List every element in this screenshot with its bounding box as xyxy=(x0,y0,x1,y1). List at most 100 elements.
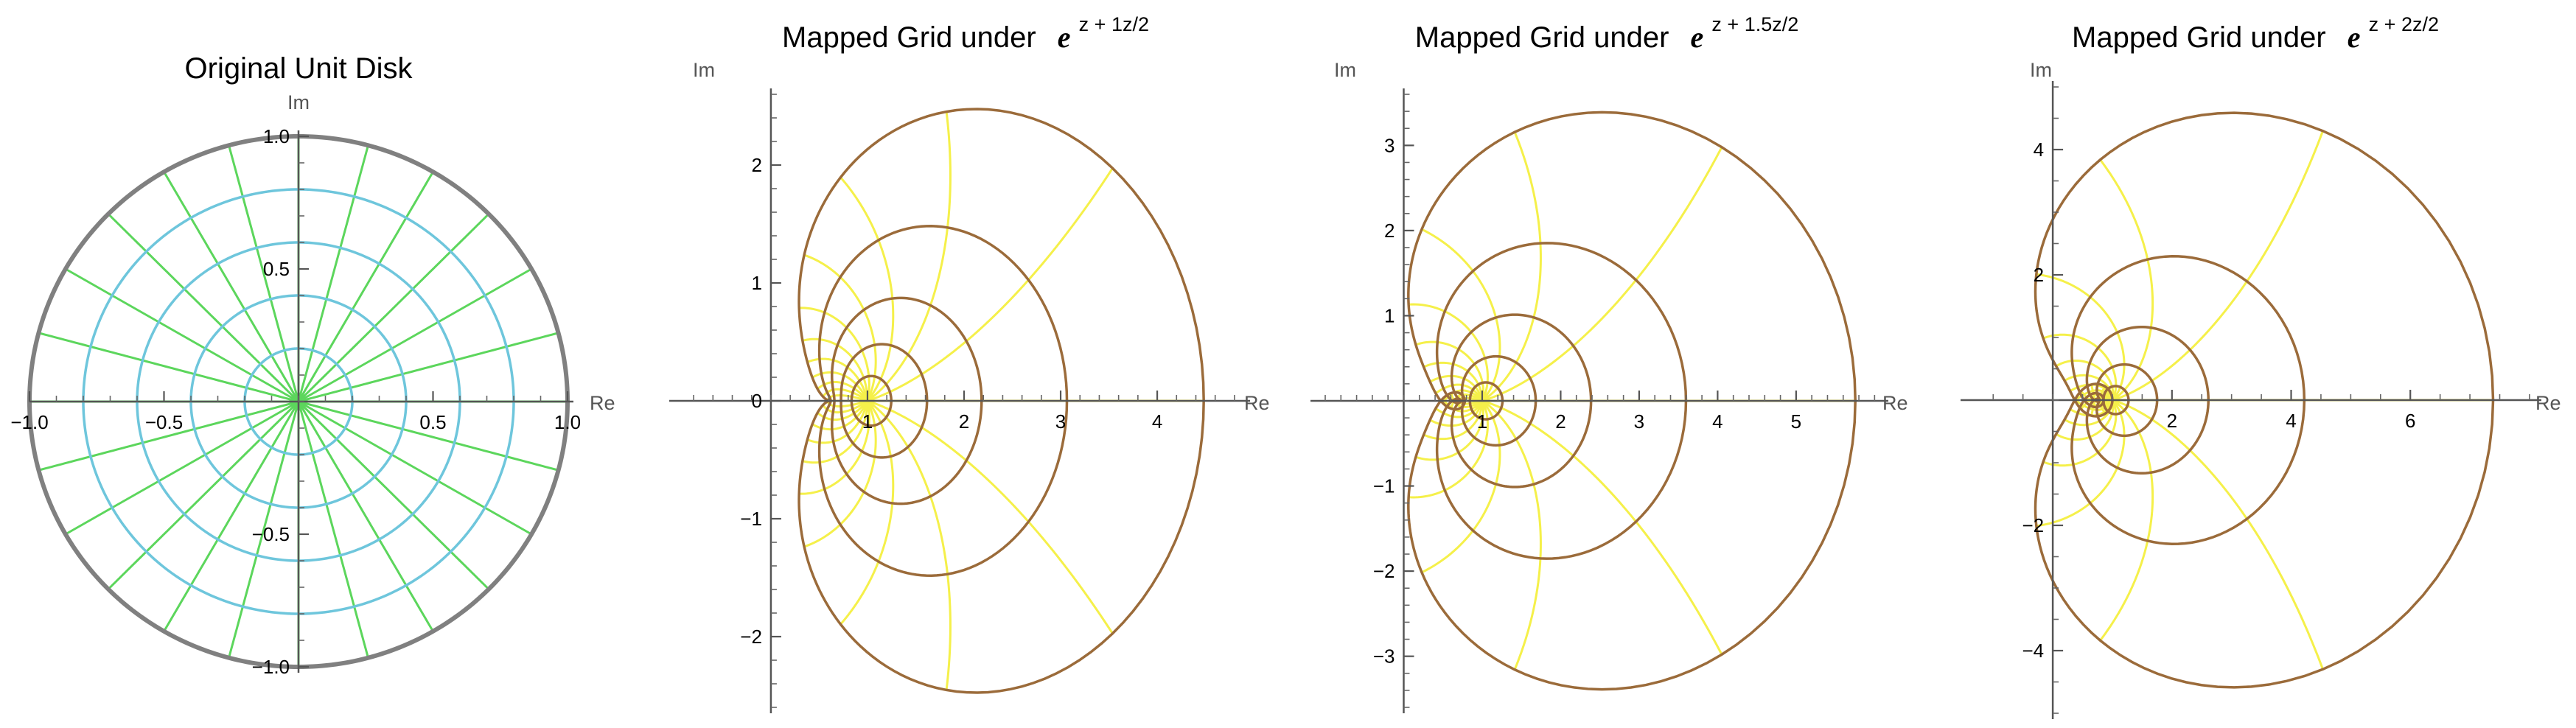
y-tick-label: −2 xyxy=(2022,514,2044,536)
x-tick-label: 4 xyxy=(1712,410,1722,433)
y-tick-label: 0 xyxy=(751,390,761,412)
radial-line xyxy=(867,167,1114,402)
panel-title: Original Unit Disk xyxy=(185,52,413,85)
x-axis-label: Re xyxy=(590,392,615,414)
title-exponent: z + 1z/2 xyxy=(1079,13,1149,35)
axes: 1 2 3 4 −2 −1 0 1 2 xyxy=(669,88,1250,713)
radial-line xyxy=(2112,399,2324,670)
radial-line xyxy=(1415,340,1485,402)
radial-line xyxy=(163,401,300,632)
radial-line xyxy=(1421,399,1501,574)
radial-line xyxy=(811,400,869,431)
radial-line xyxy=(811,371,869,402)
radial-line xyxy=(803,253,877,402)
radial-line xyxy=(803,400,877,548)
radial-line xyxy=(297,401,434,632)
radial-line xyxy=(65,400,299,536)
panel-title: Mapped Grid under e z + 2z/2 xyxy=(2072,13,2439,54)
x-tick-label: 1 xyxy=(1477,410,1487,433)
panel-title: Mapped Grid under e z + 1.5z/2 xyxy=(1415,13,1799,54)
radial-line xyxy=(38,332,299,403)
x-tick-label: 4 xyxy=(1152,410,1162,433)
x-tick-label: 3 xyxy=(1634,410,1644,433)
x-tick-label: 4 xyxy=(2286,410,2296,432)
radial-line xyxy=(840,176,895,402)
radial-line xyxy=(2080,390,2114,407)
radial-line xyxy=(65,267,299,403)
y-axis-label: Im xyxy=(1334,59,1356,81)
radial-line xyxy=(38,400,299,472)
radial-line xyxy=(2036,399,2126,528)
title-expression: e xyxy=(1691,21,1704,54)
radial-line xyxy=(1421,228,1501,402)
radial-line xyxy=(297,144,369,402)
radial-line xyxy=(799,400,870,495)
x-tick-label: 1.0 xyxy=(554,411,581,433)
y-tick-label: −2 xyxy=(1373,560,1395,582)
y-axis-label: Im xyxy=(693,59,715,81)
radial-line xyxy=(1423,361,1484,402)
radial-line xyxy=(1409,303,1489,402)
y-tick-label: 2 xyxy=(2034,264,2044,286)
radial-line xyxy=(1423,400,1484,441)
y-tick-label: 2 xyxy=(751,154,761,176)
radial-line xyxy=(228,144,300,402)
x-tick-label: −1.0 xyxy=(10,411,48,433)
x-axis-label: Re xyxy=(2535,392,2561,414)
radial-line xyxy=(802,400,869,464)
radial-line xyxy=(2042,399,2118,467)
radial-line xyxy=(817,400,869,421)
radial-line xyxy=(298,400,559,472)
radial-line xyxy=(2099,158,2154,402)
title-exponent: z + 2z/2 xyxy=(2369,13,2439,35)
radial-line xyxy=(799,307,870,402)
title-text: Mapped Grid under xyxy=(1415,21,1669,54)
radial-line xyxy=(867,399,952,690)
axes: 2 4 6 −4 −2 2 4 xyxy=(1961,81,2541,719)
radial-line xyxy=(1429,400,1484,427)
radial-line xyxy=(2112,130,2324,402)
radial-line xyxy=(817,380,869,402)
y-tick-label: 1.0 xyxy=(263,125,290,147)
panel-original-disk: Original Unit Disk −1.0 −0.5 0.5 1.0 −1.0 −0.… xyxy=(10,52,615,678)
radial-line xyxy=(1441,389,1484,404)
radial-line xyxy=(867,399,1114,634)
radial-line xyxy=(297,213,490,403)
y-axis-label: Im xyxy=(287,91,310,113)
y-tick-label: 1 xyxy=(1384,304,1395,326)
radial-line xyxy=(297,400,490,590)
radial-line xyxy=(1429,374,1484,402)
radial-line xyxy=(867,111,952,402)
radial-line xyxy=(2036,273,2126,402)
axes: 1 2 3 4 5 −3 −2 −1 1 2 3 xyxy=(1310,88,1888,713)
radial-line xyxy=(2055,359,2115,401)
radial-line xyxy=(298,332,559,403)
y-tick-label: 2 xyxy=(1384,220,1395,242)
radial-line xyxy=(2055,399,2115,441)
radial-line xyxy=(1435,400,1484,419)
y-tick-label: 3 xyxy=(1384,134,1395,156)
radial-line xyxy=(1435,383,1484,402)
radial-line xyxy=(840,400,895,626)
x-tick-label: 0.5 xyxy=(419,411,446,433)
radial-line xyxy=(1481,131,1542,402)
x-tick-label: −0.5 xyxy=(145,411,183,433)
radial-line xyxy=(298,400,532,536)
x-axis-label: Re xyxy=(1244,392,1270,414)
radial-line xyxy=(1415,400,1485,461)
y-tick-label: −0.5 xyxy=(252,523,290,545)
radial-line xyxy=(1409,400,1489,499)
y-tick-label: −1 xyxy=(1373,475,1395,497)
x-tick-label: 2 xyxy=(1555,410,1566,433)
title-text: Mapped Grid under xyxy=(782,21,1036,54)
radial-line xyxy=(107,213,300,403)
y-tick-label: −3 xyxy=(1373,645,1395,668)
radial-line xyxy=(802,337,869,402)
panel-mapped-a1-5: Mapped Grid under e z + 1.5z/2 1 2 3 4 5 −3 −2… xyxy=(1310,13,1908,713)
y-tick-label: −2 xyxy=(740,626,762,648)
y-tick-label: 0.5 xyxy=(263,258,290,280)
x-tick-label: 2 xyxy=(2167,410,2177,432)
title-expression: e xyxy=(2348,21,2361,54)
radial-line xyxy=(806,400,869,444)
